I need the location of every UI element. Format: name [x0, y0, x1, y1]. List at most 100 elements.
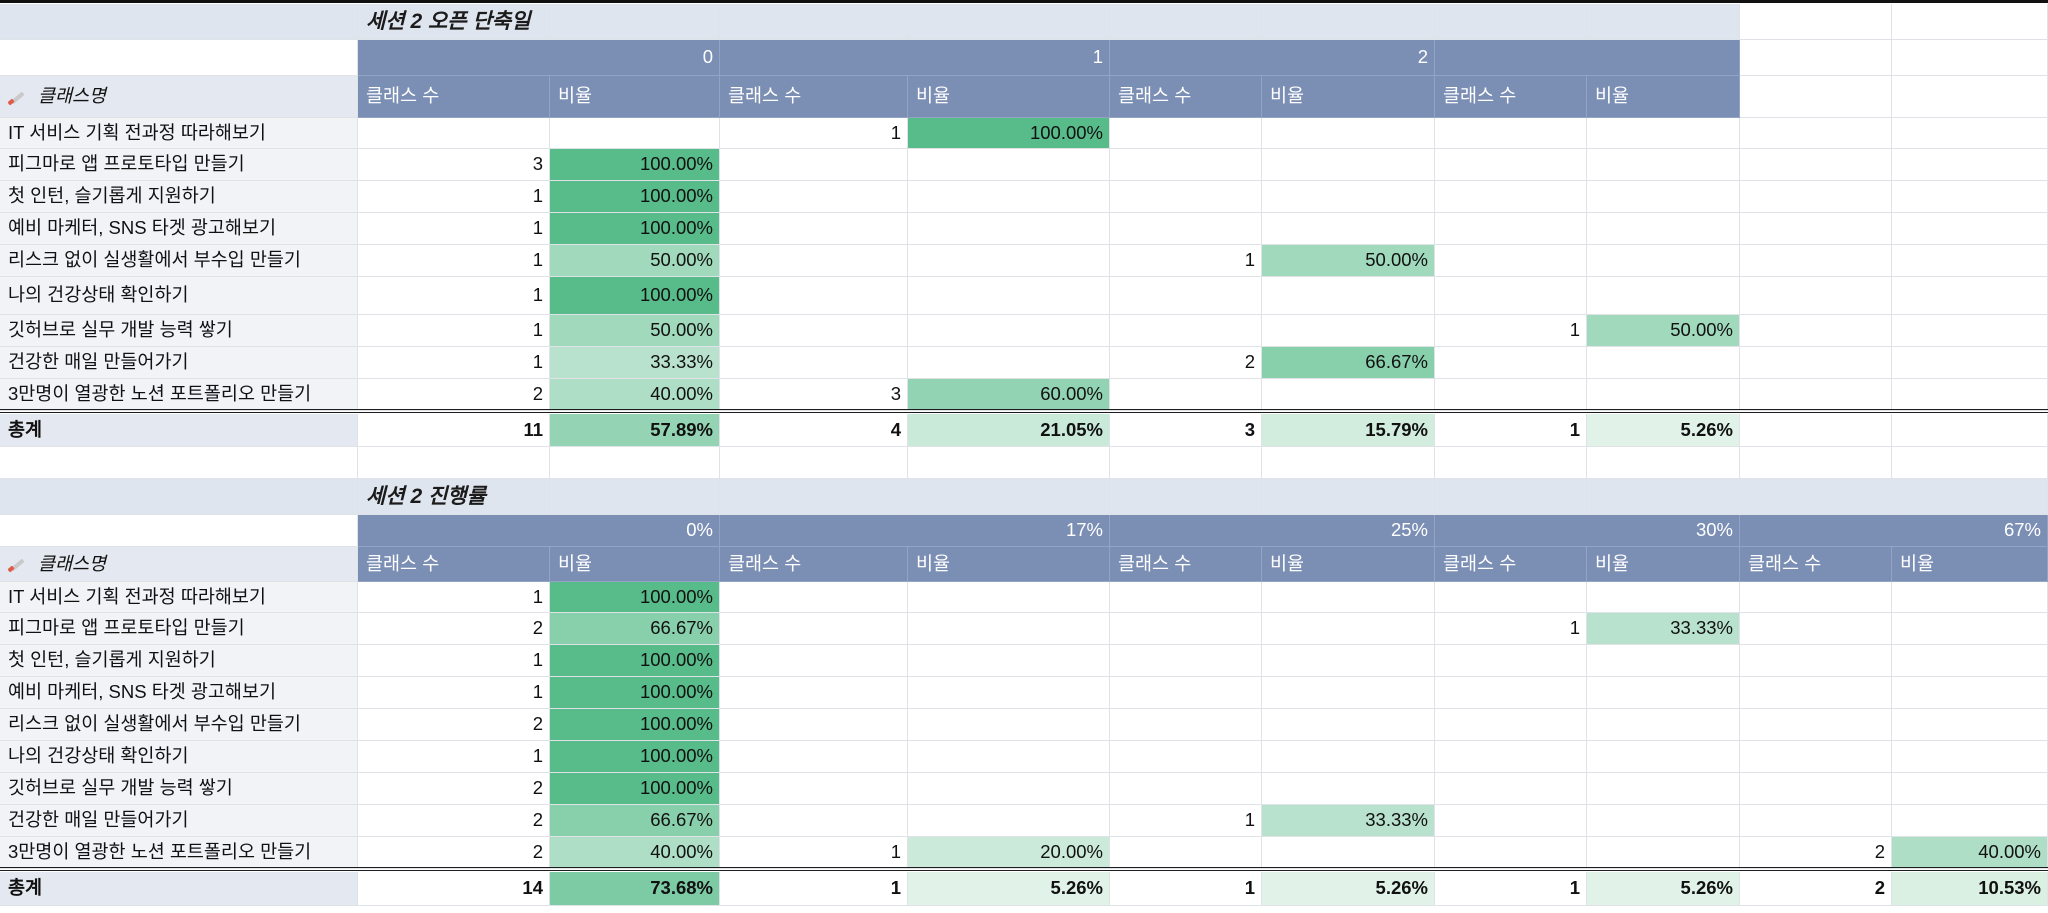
ratio-cell[interactable]: 20.00%	[908, 837, 1110, 869]
class-count-header[interactable]: 클래스 수	[720, 76, 908, 118]
total-count-cell[interactable]: 3	[1110, 414, 1262, 447]
ratio-cell[interactable]	[1587, 677, 1740, 709]
class-count-cell[interactable]	[1435, 347, 1587, 379]
ratio-cell[interactable]: 100.00%	[550, 773, 720, 805]
ratio-cell[interactable]	[1587, 773, 1740, 805]
class-count-cell[interactable]: 1	[720, 837, 908, 869]
ratio-cell[interactable]: 50.00%	[550, 245, 720, 277]
class-count-cell[interactable]	[720, 315, 908, 347]
ratio-cell[interactable]	[1262, 741, 1435, 773]
ratio-cell[interactable]	[1892, 677, 2048, 709]
class-count-cell[interactable]: 1	[358, 677, 550, 709]
class-count-cell[interactable]: 2	[358, 379, 550, 411]
class-count-header[interactable]: 클래스 수	[358, 547, 550, 582]
class-count-cell[interactable]	[1110, 613, 1262, 645]
class-count-cell[interactable]	[1110, 709, 1262, 741]
ratio-cell[interactable]	[1262, 709, 1435, 741]
ratio-cell[interactable]	[1262, 773, 1435, 805]
class-count-cell[interactable]	[720, 773, 908, 805]
total-ratio-cell[interactable]: 5.26%	[1262, 872, 1435, 906]
ratio-cell[interactable]: 40.00%	[550, 379, 720, 411]
ratio-header[interactable]: 비율	[1262, 76, 1435, 118]
class-count-cell[interactable]	[1435, 709, 1587, 741]
ratio-cell[interactable]: 33.33%	[1262, 805, 1435, 837]
class-count-cell[interactable]	[1110, 837, 1262, 869]
class-count-cell[interactable]: 1	[358, 741, 550, 773]
ratio-cell[interactable]	[1262, 149, 1435, 181]
class-count-cell[interactable]: 2	[358, 837, 550, 869]
ratio-cell[interactable]: 100.00%	[550, 709, 720, 741]
ratio-cell[interactable]	[1587, 741, 1740, 773]
class-count-header[interactable]: 클래스 수	[1110, 547, 1262, 582]
class-count-header[interactable]: 클래스 수	[1435, 547, 1587, 582]
ratio-cell[interactable]: 100.00%	[550, 645, 720, 677]
ratio-cell[interactable]	[1587, 213, 1740, 245]
row-label[interactable]: 첫 인턴, 슬기롭게 지원하기	[0, 181, 358, 213]
class-count-cell[interactable]	[720, 741, 908, 773]
class-count-cell[interactable]: 2	[358, 613, 550, 645]
class-count-cell[interactable]: 1	[1110, 805, 1262, 837]
ratio-cell[interactable]	[908, 277, 1110, 315]
class-count-cell[interactable]: 1	[1435, 315, 1587, 347]
class-count-cell[interactable]: 1	[358, 277, 550, 315]
class-count-cell[interactable]	[720, 613, 908, 645]
class-count-cell[interactable]: 1	[358, 181, 550, 213]
ratio-cell[interactable]: 50.00%	[550, 315, 720, 347]
ratio-header[interactable]: 비율	[908, 547, 1110, 582]
total-count-cell[interactable]: 11	[358, 414, 550, 447]
ratio-header[interactable]: 비율	[908, 76, 1110, 118]
class-count-header[interactable]: 클래스 수	[720, 547, 908, 582]
total-ratio-cell[interactable]: 10.53%	[1892, 872, 2048, 906]
ratio-cell[interactable]	[908, 245, 1110, 277]
ratio-cell[interactable]	[908, 315, 1110, 347]
row-label[interactable]: 깃허브로 실무 개발 능력 쌓기	[0, 315, 358, 347]
ratio-cell[interactable]	[1587, 149, 1740, 181]
ratio-cell[interactable]	[1262, 379, 1435, 411]
ratio-cell[interactable]	[1587, 347, 1740, 379]
ratio-cell[interactable]	[1262, 315, 1435, 347]
row-label[interactable]: 깃허브로 실무 개발 능력 쌓기	[0, 773, 358, 805]
class-count-cell[interactable]	[1435, 582, 1587, 613]
ratio-cell[interactable]	[1587, 645, 1740, 677]
ratio-cell[interactable]	[908, 347, 1110, 379]
ratio-cell[interactable]: 60.00%	[908, 379, 1110, 411]
class-count-cell[interactable]: 1	[358, 347, 550, 379]
ratio-cell[interactable]: 100.00%	[550, 277, 720, 315]
row-label[interactable]: 나의 건강상태 확인하기	[0, 741, 358, 773]
ratio-cell[interactable]	[1262, 277, 1435, 315]
ratio-cell[interactable]	[1892, 613, 2048, 645]
class-count-header[interactable]: 클래스 수	[1110, 76, 1262, 118]
row-label[interactable]: 나의 건강상태 확인하기	[0, 277, 358, 315]
class-count-cell[interactable]	[1435, 677, 1587, 709]
class-count-cell[interactable]	[1435, 118, 1587, 149]
total-ratio-cell[interactable]: 15.79%	[1262, 414, 1435, 447]
total-label[interactable]: 총계	[0, 414, 358, 447]
total-ratio-cell[interactable]: 21.05%	[908, 414, 1110, 447]
class-name-header[interactable]: 클래스명	[0, 76, 358, 118]
ratio-cell[interactable]	[1892, 645, 2048, 677]
class-count-cell[interactable]	[1110, 645, 1262, 677]
class-count-cell[interactable]	[1435, 741, 1587, 773]
class-count-cell[interactable]	[1435, 181, 1587, 213]
ratio-cell[interactable]	[1262, 213, 1435, 245]
ratio-cell[interactable]: 100.00%	[550, 181, 720, 213]
class-count-cell[interactable]	[1740, 773, 1892, 805]
class-count-cell[interactable]	[1740, 709, 1892, 741]
ratio-cell[interactable]: 100.00%	[550, 677, 720, 709]
class-count-cell[interactable]	[1435, 213, 1587, 245]
total-ratio-cell[interactable]: 73.68%	[550, 872, 720, 906]
ratio-cell[interactable]	[1892, 709, 2048, 741]
total-count-cell[interactable]: 14	[358, 872, 550, 906]
row-label[interactable]: 3만명이 열광한 노션 포트폴리오 만들기	[0, 837, 358, 869]
group-header[interactable]: 17%	[720, 515, 1110, 547]
class-count-cell[interactable]	[1740, 645, 1892, 677]
ratio-cell[interactable]: 50.00%	[1262, 245, 1435, 277]
ratio-cell[interactable]	[1262, 181, 1435, 213]
class-count-cell[interactable]	[1435, 805, 1587, 837]
ratio-cell[interactable]: 100.00%	[550, 213, 720, 245]
class-count-cell[interactable]	[1110, 149, 1262, 181]
ratio-cell[interactable]	[1587, 277, 1740, 315]
ratio-cell[interactable]	[908, 613, 1110, 645]
row-label[interactable]: 피그마로 앱 프로토타입 만들기	[0, 613, 358, 645]
ratio-cell[interactable]: 100.00%	[550, 582, 720, 613]
